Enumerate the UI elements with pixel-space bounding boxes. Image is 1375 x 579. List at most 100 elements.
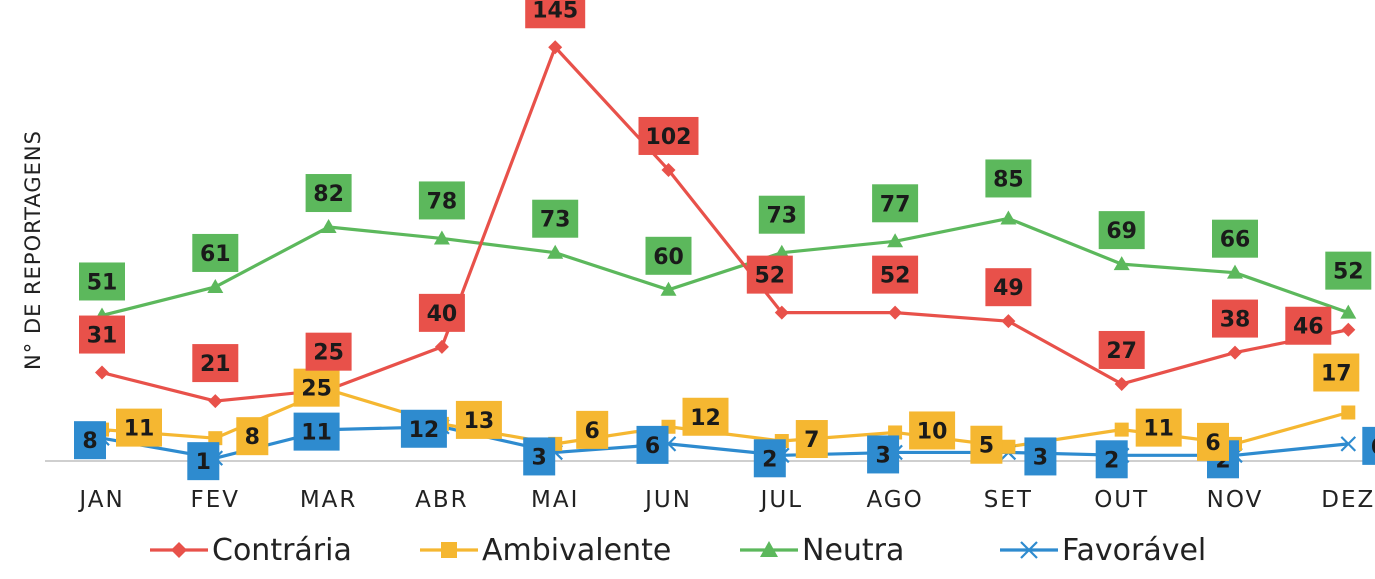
data-label-contraria-abr: 40: [418, 293, 465, 332]
data-label-ambivalente-mar: 25: [293, 368, 340, 407]
data-label-box: [293, 412, 340, 451]
data-label-text: 51: [87, 270, 118, 295]
point-neutra-mar: [320, 219, 337, 234]
point-neutra-jun: [660, 281, 677, 296]
point-contraria-jul: [774, 305, 789, 320]
data-label-box: [638, 116, 699, 155]
data-label-box: [985, 268, 1032, 307]
data-label-text: 5: [979, 434, 994, 459]
data-label-favoravel-dez: 6: [1362, 426, 1375, 465]
legend-label-neutra: Neutra: [802, 533, 904, 568]
x-tick-jul: JUL: [759, 487, 803, 513]
data-label-box: [746, 255, 793, 294]
data-label-contraria-mar: 25: [305, 332, 352, 371]
legend-marker-ambivalente: [441, 542, 457, 558]
data-label-text: 102: [646, 125, 692, 150]
data-label-box: [74, 421, 106, 460]
series-line-neutra: [101, 216, 1349, 318]
data-label-favoravel-mai: 3: [523, 437, 556, 476]
data-label-box: [525, 0, 586, 29]
data-label-box: [236, 417, 269, 456]
data-label-ambivalente-nov: 6: [1197, 422, 1229, 461]
data-label-text: 6: [1371, 435, 1375, 460]
data-label-box: [79, 315, 125, 354]
data-label-text: 85: [993, 167, 1024, 192]
data-label-text: 8: [245, 425, 260, 450]
legend-item-ambivalente: Ambivalente: [420, 533, 671, 568]
x-tick-dez: DEZ: [1321, 487, 1375, 513]
data-label-neutra-out: 69: [1098, 211, 1145, 250]
data-label-box: [1098, 211, 1145, 250]
data-label-text: 82: [313, 182, 344, 207]
data-label-box: [636, 425, 669, 464]
data-label-neutra-jun: 60: [645, 236, 692, 275]
y-axis-label: N° DE REPORTAGENS: [21, 130, 45, 370]
data-label-box: [1212, 219, 1258, 258]
data-label-text: 11: [1143, 417, 1174, 442]
data-label-text: 78: [427, 189, 458, 214]
data-label-box: [187, 442, 220, 481]
data-label-box: [970, 425, 1003, 464]
data-label-text: 52: [880, 264, 911, 289]
data-label-ambivalente-mai: 6: [576, 410, 609, 449]
data-label-contraria-fev: 21: [192, 344, 239, 383]
legend-label-ambivalente: Ambivalente: [482, 533, 671, 568]
data-label-box: [1313, 353, 1360, 392]
data-label-text: 69: [1106, 219, 1137, 244]
data-label-box: [192, 344, 239, 383]
data-label-box: [305, 174, 352, 213]
data-label-box: [1098, 330, 1145, 369]
data-label-ambivalente-abr: 13: [455, 400, 502, 439]
data-label-box: [1197, 422, 1229, 461]
data-label-box: [418, 293, 465, 332]
data-label-box: [985, 159, 1032, 198]
data-label-neutra-jan: 51: [79, 262, 125, 301]
point-neutra-abr: [433, 230, 450, 245]
x-tick-fev: FEV: [191, 487, 241, 513]
data-label-contraria-nov: 38: [1212, 299, 1258, 338]
data-label-neutra-dez: 52: [1325, 251, 1372, 290]
data-label-text: 77: [880, 192, 911, 217]
data-label-box: [872, 255, 919, 294]
legend-marker-contraria: [171, 542, 187, 558]
data-label-box: [1285, 306, 1332, 345]
point-contraria-abr: [434, 339, 449, 354]
data-label-favoravel-jun: 6: [636, 425, 669, 464]
legend: Contrária Ambivalente Neutra Favorável: [150, 533, 1206, 568]
x-tick-set: SET: [984, 487, 1033, 513]
data-label-box: [532, 199, 579, 238]
data-label-text: 66: [1220, 228, 1251, 253]
data-label-neutra-fev: 61: [192, 233, 239, 272]
data-label-box: [576, 410, 609, 449]
x-tick-jan: JAN: [77, 487, 124, 513]
legend-item-contraria: Contrária: [150, 533, 352, 568]
legend-item-neutra: Neutra: [740, 533, 904, 568]
data-label-favoravel-abr: 12: [400, 409, 447, 448]
data-label-text: 60: [653, 245, 684, 270]
data-label-text: 12: [690, 406, 721, 431]
data-label-box: [795, 420, 828, 459]
data-label-box: [753, 439, 786, 478]
point-ambivalente-fev: [208, 431, 223, 446]
data-label-box: [305, 332, 352, 371]
data-label-text: 27: [1106, 339, 1137, 364]
data-label-box: [1095, 440, 1128, 479]
data-label-favoravel-jan: 8: [74, 421, 106, 460]
point-contraria-out: [1114, 376, 1129, 391]
point-contraria-dez: [1341, 322, 1356, 337]
data-label-text: 13: [464, 409, 495, 434]
x-tick-abr: ABR: [415, 487, 469, 513]
data-label-text: 3: [532, 445, 547, 470]
data-label-text: 145: [532, 0, 578, 23]
data-label-text: 38: [1220, 308, 1251, 333]
data-label-box: [1024, 437, 1057, 476]
data-label-text: 2: [762, 447, 777, 472]
x-tick-mar: MAR: [300, 487, 358, 513]
data-label-text: 31: [87, 324, 118, 349]
data-label-text: 3: [875, 443, 890, 468]
data-label-text: 49: [993, 276, 1024, 301]
data-label-contraria-jun: 102: [638, 116, 699, 155]
point-contraria-nov: [1228, 345, 1242, 360]
data-label-text: 8: [82, 429, 97, 454]
data-label-favoravel-mar: 11: [293, 412, 340, 451]
